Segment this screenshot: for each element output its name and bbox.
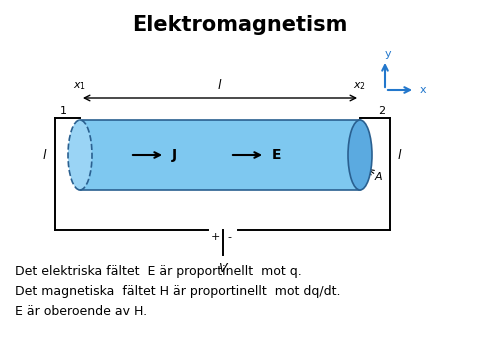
- Ellipse shape: [348, 120, 372, 190]
- Text: 1: 1: [60, 106, 67, 116]
- Text: -: -: [228, 232, 231, 242]
- Text: $l$: $l$: [217, 78, 223, 92]
- Text: Elektromagnetism: Elektromagnetism: [132, 15, 348, 35]
- Text: y: y: [384, 49, 391, 59]
- Text: $x_2$: $x_2$: [353, 80, 367, 92]
- Text: V: V: [218, 262, 227, 275]
- Text: E: E: [272, 148, 281, 162]
- Polygon shape: [80, 120, 360, 190]
- Text: $l$: $l$: [397, 148, 403, 162]
- Ellipse shape: [68, 120, 92, 190]
- Text: $l$: $l$: [42, 148, 48, 162]
- Text: $x_1$: $x_1$: [73, 80, 86, 92]
- Text: Det elektriska fältet  E är proportinellt  mot q.
Det magnetiska  fältet H är pr: Det elektriska fältet E är proportinellt…: [15, 265, 340, 318]
- Text: J: J: [172, 148, 177, 162]
- Text: +: +: [211, 232, 220, 242]
- Text: x: x: [420, 85, 427, 95]
- Text: 2: 2: [378, 106, 385, 116]
- Text: A: A: [374, 172, 382, 182]
